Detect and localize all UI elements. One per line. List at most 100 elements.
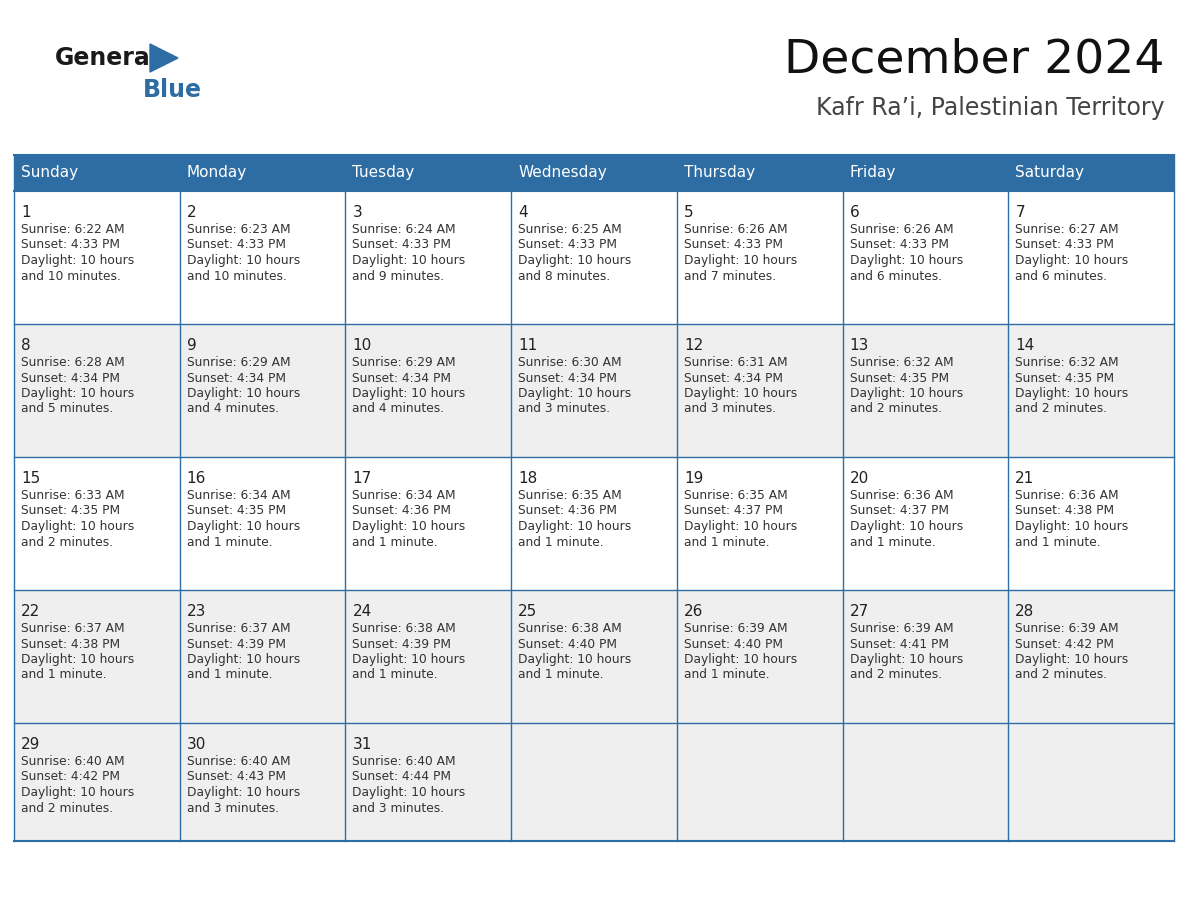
Text: 26: 26	[684, 604, 703, 619]
Text: and 10 minutes.: and 10 minutes.	[187, 270, 286, 283]
Bar	[511, 324, 677, 457]
Text: 1: 1	[21, 205, 31, 220]
Text: Sunrise: 6:39 AM: Sunrise: 6:39 AM	[684, 622, 788, 635]
Text: 3: 3	[353, 205, 362, 220]
Text: 14: 14	[1016, 338, 1035, 353]
Text: Sunrise: 6:39 AM: Sunrise: 6:39 AM	[849, 622, 953, 635]
Text: Sunset: 4:33 PM: Sunset: 4:33 PM	[849, 239, 948, 252]
Bar	[14, 590, 179, 723]
Text: Daylight: 10 hours: Daylight: 10 hours	[684, 254, 797, 267]
Bar	[346, 723, 511, 841]
Text: General: General	[55, 46, 159, 70]
Text: Sunset: 4:42 PM: Sunset: 4:42 PM	[21, 770, 120, 783]
Bar	[1009, 723, 1174, 841]
Text: Sunset: 4:35 PM: Sunset: 4:35 PM	[187, 505, 286, 518]
Text: Sunset: 4:33 PM: Sunset: 4:33 PM	[353, 239, 451, 252]
Text: 13: 13	[849, 338, 868, 353]
Text: and 4 minutes.: and 4 minutes.	[187, 402, 279, 416]
Text: 2: 2	[187, 205, 196, 220]
Text: Kafr Ra’i, Palestinian Territory: Kafr Ra’i, Palestinian Territory	[816, 96, 1165, 120]
Text: Sunset: 4:38 PM: Sunset: 4:38 PM	[21, 637, 120, 651]
Bar	[179, 324, 346, 457]
Text: 23: 23	[187, 604, 206, 619]
Text: Sunrise: 6:39 AM: Sunrise: 6:39 AM	[1016, 622, 1119, 635]
Text: Sunset: 4:33 PM: Sunset: 4:33 PM	[518, 239, 617, 252]
Bar	[1009, 191, 1174, 324]
Bar	[179, 191, 346, 324]
Bar	[14, 457, 179, 590]
Bar	[346, 191, 511, 324]
Polygon shape	[150, 44, 178, 72]
Text: Sunrise: 6:35 AM: Sunrise: 6:35 AM	[518, 489, 621, 502]
Text: Sunset: 4:34 PM: Sunset: 4:34 PM	[353, 372, 451, 385]
Text: Daylight: 10 hours: Daylight: 10 hours	[21, 653, 134, 666]
Bar	[14, 155, 1174, 191]
Text: and 6 minutes.: and 6 minutes.	[849, 270, 942, 283]
Text: and 2 minutes.: and 2 minutes.	[21, 801, 113, 814]
Bar	[14, 723, 179, 841]
Bar	[511, 723, 677, 841]
Text: Sunrise: 6:37 AM: Sunrise: 6:37 AM	[187, 622, 290, 635]
Bar	[179, 590, 346, 723]
Text: and 7 minutes.: and 7 minutes.	[684, 270, 776, 283]
Text: 18: 18	[518, 471, 537, 486]
Text: Sunset: 4:39 PM: Sunset: 4:39 PM	[187, 637, 286, 651]
Text: Sunrise: 6:23 AM: Sunrise: 6:23 AM	[187, 223, 290, 236]
Text: Sunset: 4:38 PM: Sunset: 4:38 PM	[1016, 505, 1114, 518]
Text: Sunrise: 6:40 AM: Sunrise: 6:40 AM	[21, 755, 125, 768]
Text: Sunday: Sunday	[21, 165, 78, 181]
Text: Sunrise: 6:35 AM: Sunrise: 6:35 AM	[684, 489, 788, 502]
Text: Daylight: 10 hours: Daylight: 10 hours	[21, 520, 134, 533]
Text: 12: 12	[684, 338, 703, 353]
Text: 17: 17	[353, 471, 372, 486]
Text: Daylight: 10 hours: Daylight: 10 hours	[849, 387, 962, 400]
Bar	[677, 191, 842, 324]
Text: Daylight: 10 hours: Daylight: 10 hours	[353, 520, 466, 533]
Text: Monday: Monday	[187, 165, 247, 181]
Text: and 3 minutes.: and 3 minutes.	[518, 402, 611, 416]
Text: Daylight: 10 hours: Daylight: 10 hours	[353, 786, 466, 799]
Text: Daylight: 10 hours: Daylight: 10 hours	[1016, 387, 1129, 400]
Text: Sunset: 4:37 PM: Sunset: 4:37 PM	[849, 505, 948, 518]
Text: 27: 27	[849, 604, 868, 619]
Text: and 1 minute.: and 1 minute.	[849, 535, 935, 548]
Text: 8: 8	[21, 338, 31, 353]
Bar	[842, 191, 1009, 324]
Text: Sunset: 4:35 PM: Sunset: 4:35 PM	[1016, 372, 1114, 385]
Bar	[842, 457, 1009, 590]
Text: and 1 minute.: and 1 minute.	[684, 535, 770, 548]
Text: Sunset: 4:41 PM: Sunset: 4:41 PM	[849, 637, 948, 651]
Text: Sunset: 4:33 PM: Sunset: 4:33 PM	[187, 239, 286, 252]
Text: Sunrise: 6:36 AM: Sunrise: 6:36 AM	[1016, 489, 1119, 502]
Bar	[14, 324, 179, 457]
Text: Blue: Blue	[143, 78, 202, 102]
Bar	[1009, 324, 1174, 457]
Text: and 3 minutes.: and 3 minutes.	[353, 801, 444, 814]
Text: and 1 minute.: and 1 minute.	[518, 535, 604, 548]
Text: 10: 10	[353, 338, 372, 353]
Text: Sunset: 4:33 PM: Sunset: 4:33 PM	[21, 239, 120, 252]
Text: Sunrise: 6:26 AM: Sunrise: 6:26 AM	[849, 223, 953, 236]
Text: 16: 16	[187, 471, 206, 486]
Text: Sunset: 4:39 PM: Sunset: 4:39 PM	[353, 637, 451, 651]
Text: Sunrise: 6:40 AM: Sunrise: 6:40 AM	[187, 755, 290, 768]
Text: Sunrise: 6:29 AM: Sunrise: 6:29 AM	[353, 356, 456, 369]
Bar	[511, 590, 677, 723]
Text: 25: 25	[518, 604, 537, 619]
Text: and 1 minute.: and 1 minute.	[353, 668, 438, 681]
Text: and 4 minutes.: and 4 minutes.	[353, 402, 444, 416]
Text: Daylight: 10 hours: Daylight: 10 hours	[518, 520, 631, 533]
Text: Daylight: 10 hours: Daylight: 10 hours	[849, 254, 962, 267]
Text: Sunrise: 6:27 AM: Sunrise: 6:27 AM	[1016, 223, 1119, 236]
Text: Daylight: 10 hours: Daylight: 10 hours	[849, 653, 962, 666]
Text: Daylight: 10 hours: Daylight: 10 hours	[187, 387, 299, 400]
Text: Sunset: 4:34 PM: Sunset: 4:34 PM	[518, 372, 617, 385]
Bar	[179, 723, 346, 841]
Text: Daylight: 10 hours: Daylight: 10 hours	[187, 786, 299, 799]
Text: 21: 21	[1016, 471, 1035, 486]
Text: 6: 6	[849, 205, 859, 220]
Bar	[842, 324, 1009, 457]
Text: 24: 24	[353, 604, 372, 619]
Text: Sunrise: 6:34 AM: Sunrise: 6:34 AM	[353, 489, 456, 502]
Text: Sunset: 4:43 PM: Sunset: 4:43 PM	[187, 770, 286, 783]
